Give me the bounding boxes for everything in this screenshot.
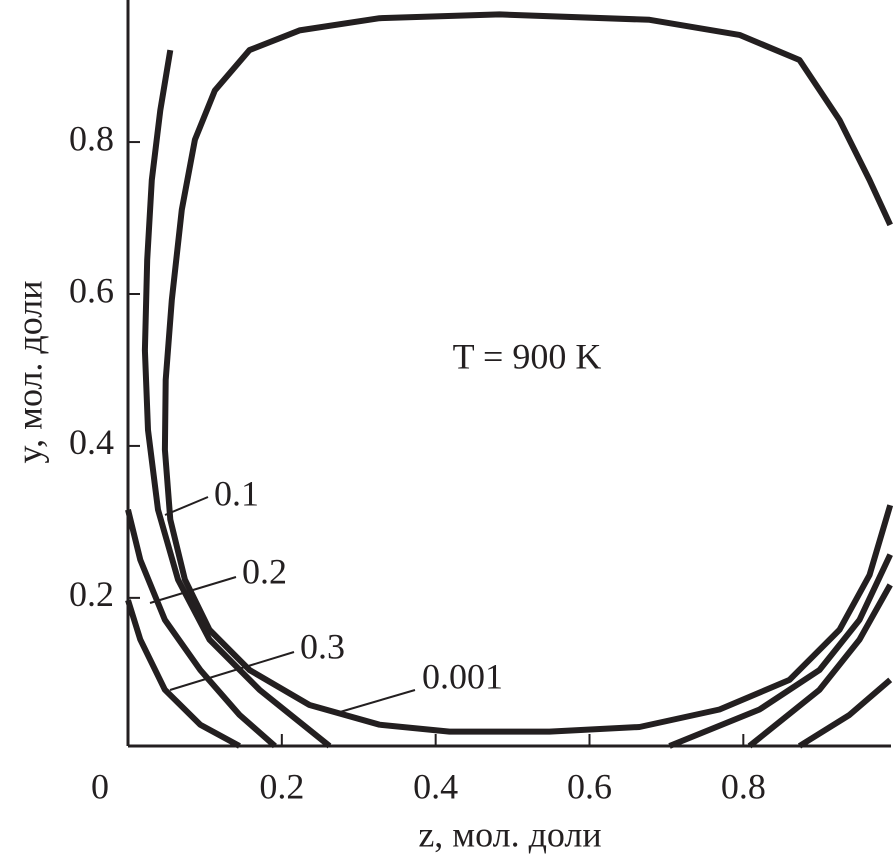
label-leader [169, 651, 295, 691]
contour-line [161, 11, 893, 735]
label-leader [164, 496, 209, 516]
x-tick-label: 0.8 [721, 766, 766, 806]
annotation: T = 900 K [453, 336, 602, 376]
contour-line [141, 49, 893, 749]
y-tick-label: 0.8 [69, 118, 114, 158]
contour-label: 0.1 [214, 473, 259, 513]
x-axis-label: z, мол. доли [418, 814, 601, 854]
x-tick-label: 0 [91, 766, 109, 806]
x-tick-label: 0.2 [259, 766, 304, 806]
y-tick-label: 0.6 [69, 270, 114, 310]
contour-line [125, 599, 893, 749]
y-axis-label: y, мол. доли [9, 280, 49, 463]
contour-label: 0.3 [300, 626, 345, 666]
y-tick-label: 0.4 [69, 422, 114, 462]
contour-label: 0.2 [242, 551, 287, 591]
x-tick-label: 0.4 [413, 766, 458, 806]
y-tick-label: 0.2 [69, 574, 114, 614]
contour-label: 0.001 [422, 656, 503, 696]
contour-line [125, 508, 893, 749]
x-tick-label: 0.6 [567, 766, 612, 806]
label-leader [149, 576, 237, 604]
label-leader [339, 689, 416, 713]
